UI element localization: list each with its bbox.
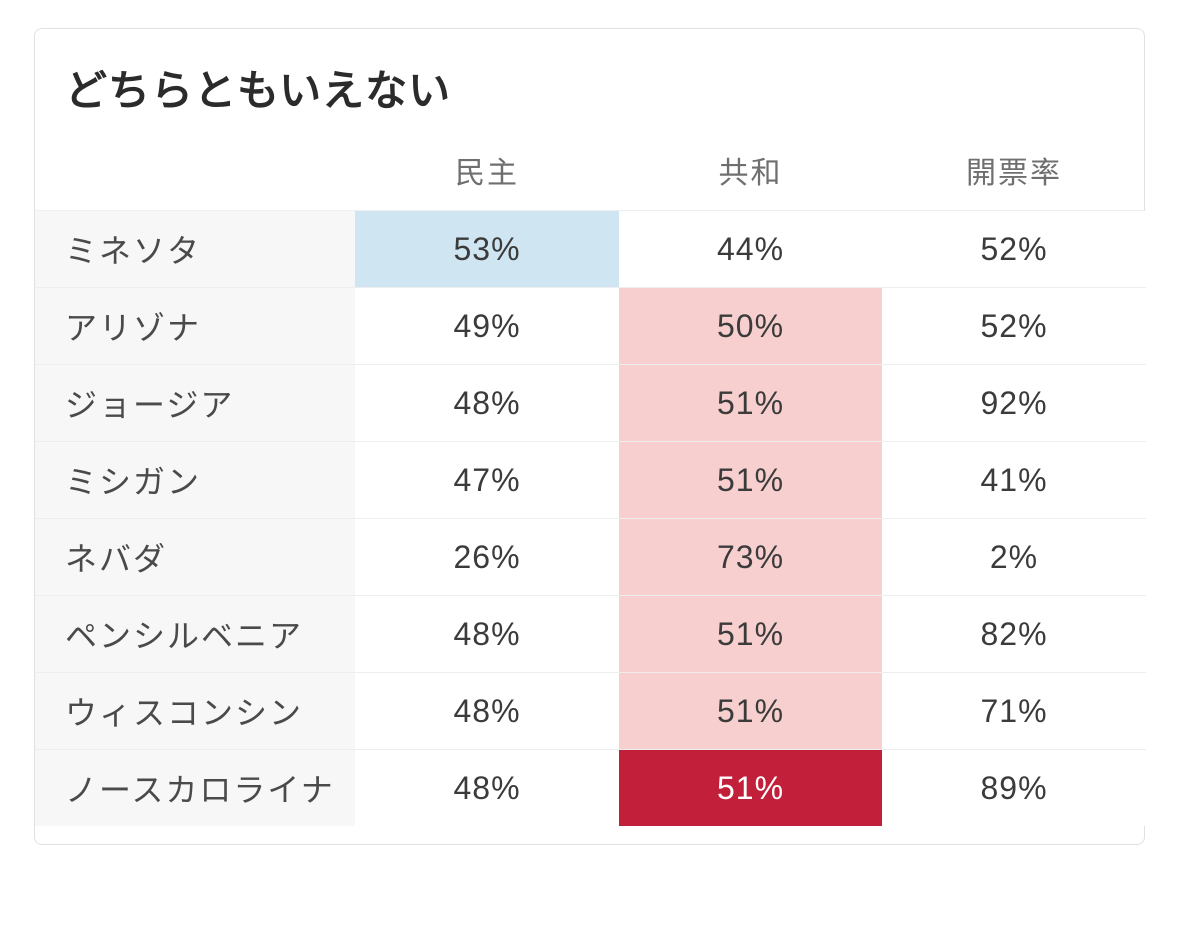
- rep-cell: 51%: [619, 365, 882, 442]
- table-row: アリゾナ49%50%52%: [35, 288, 1146, 365]
- report-cell: 82%: [882, 596, 1146, 673]
- results-table: 民主 共和 開票率 ミネソタ53%44%52%アリゾナ49%50%52%ジョージ…: [35, 142, 1146, 826]
- col-header-report: 開票率: [882, 142, 1146, 211]
- table-row: ジョージア48%51%92%: [35, 365, 1146, 442]
- state-cell: ネバダ: [35, 519, 355, 596]
- state-cell: ノースカロライナ: [35, 750, 355, 827]
- state-cell: ミシガン: [35, 442, 355, 519]
- state-cell: ウィスコンシン: [35, 673, 355, 750]
- report-cell: 2%: [882, 519, 1146, 596]
- state-cell: ジョージア: [35, 365, 355, 442]
- state-cell: ペンシルベニア: [35, 596, 355, 673]
- table-row: ミシガン47%51%41%: [35, 442, 1146, 519]
- table-row: ウィスコンシン48%51%71%: [35, 673, 1146, 750]
- table-header-row: 民主 共和 開票率: [35, 142, 1146, 211]
- table-row: ミネソタ53%44%52%: [35, 211, 1146, 288]
- rep-cell: 50%: [619, 288, 882, 365]
- dem-cell: 48%: [355, 365, 619, 442]
- dem-cell: 49%: [355, 288, 619, 365]
- card-title: どちらともいえない: [35, 29, 1144, 142]
- table-row: ネバダ26%73%2%: [35, 519, 1146, 596]
- report-cell: 41%: [882, 442, 1146, 519]
- dem-cell: 48%: [355, 596, 619, 673]
- rep-cell: 73%: [619, 519, 882, 596]
- report-cell: 89%: [882, 750, 1146, 827]
- table-row: ノースカロライナ48%51%89%: [35, 750, 1146, 827]
- dem-cell: 53%: [355, 211, 619, 288]
- dem-cell: 26%: [355, 519, 619, 596]
- col-header-rep: 共和: [619, 142, 882, 211]
- table-row: ペンシルベニア48%51%82%: [35, 596, 1146, 673]
- state-cell: アリゾナ: [35, 288, 355, 365]
- rep-cell: 51%: [619, 442, 882, 519]
- results-card: どちらともいえない 民主 共和 開票率 ミネソタ53%44%52%アリゾナ49%…: [34, 28, 1145, 845]
- report-cell: 71%: [882, 673, 1146, 750]
- rep-cell: 51%: [619, 750, 882, 827]
- results-table-body: ミネソタ53%44%52%アリゾナ49%50%52%ジョージア48%51%92%…: [35, 211, 1146, 827]
- rep-cell: 44%: [619, 211, 882, 288]
- rep-cell: 51%: [619, 596, 882, 673]
- dem-cell: 48%: [355, 673, 619, 750]
- rep-cell: 51%: [619, 673, 882, 750]
- dem-cell: 47%: [355, 442, 619, 519]
- col-header-state: [35, 142, 355, 211]
- state-cell: ミネソタ: [35, 211, 355, 288]
- report-cell: 92%: [882, 365, 1146, 442]
- report-cell: 52%: [882, 211, 1146, 288]
- col-header-dem: 民主: [355, 142, 619, 211]
- dem-cell: 48%: [355, 750, 619, 827]
- report-cell: 52%: [882, 288, 1146, 365]
